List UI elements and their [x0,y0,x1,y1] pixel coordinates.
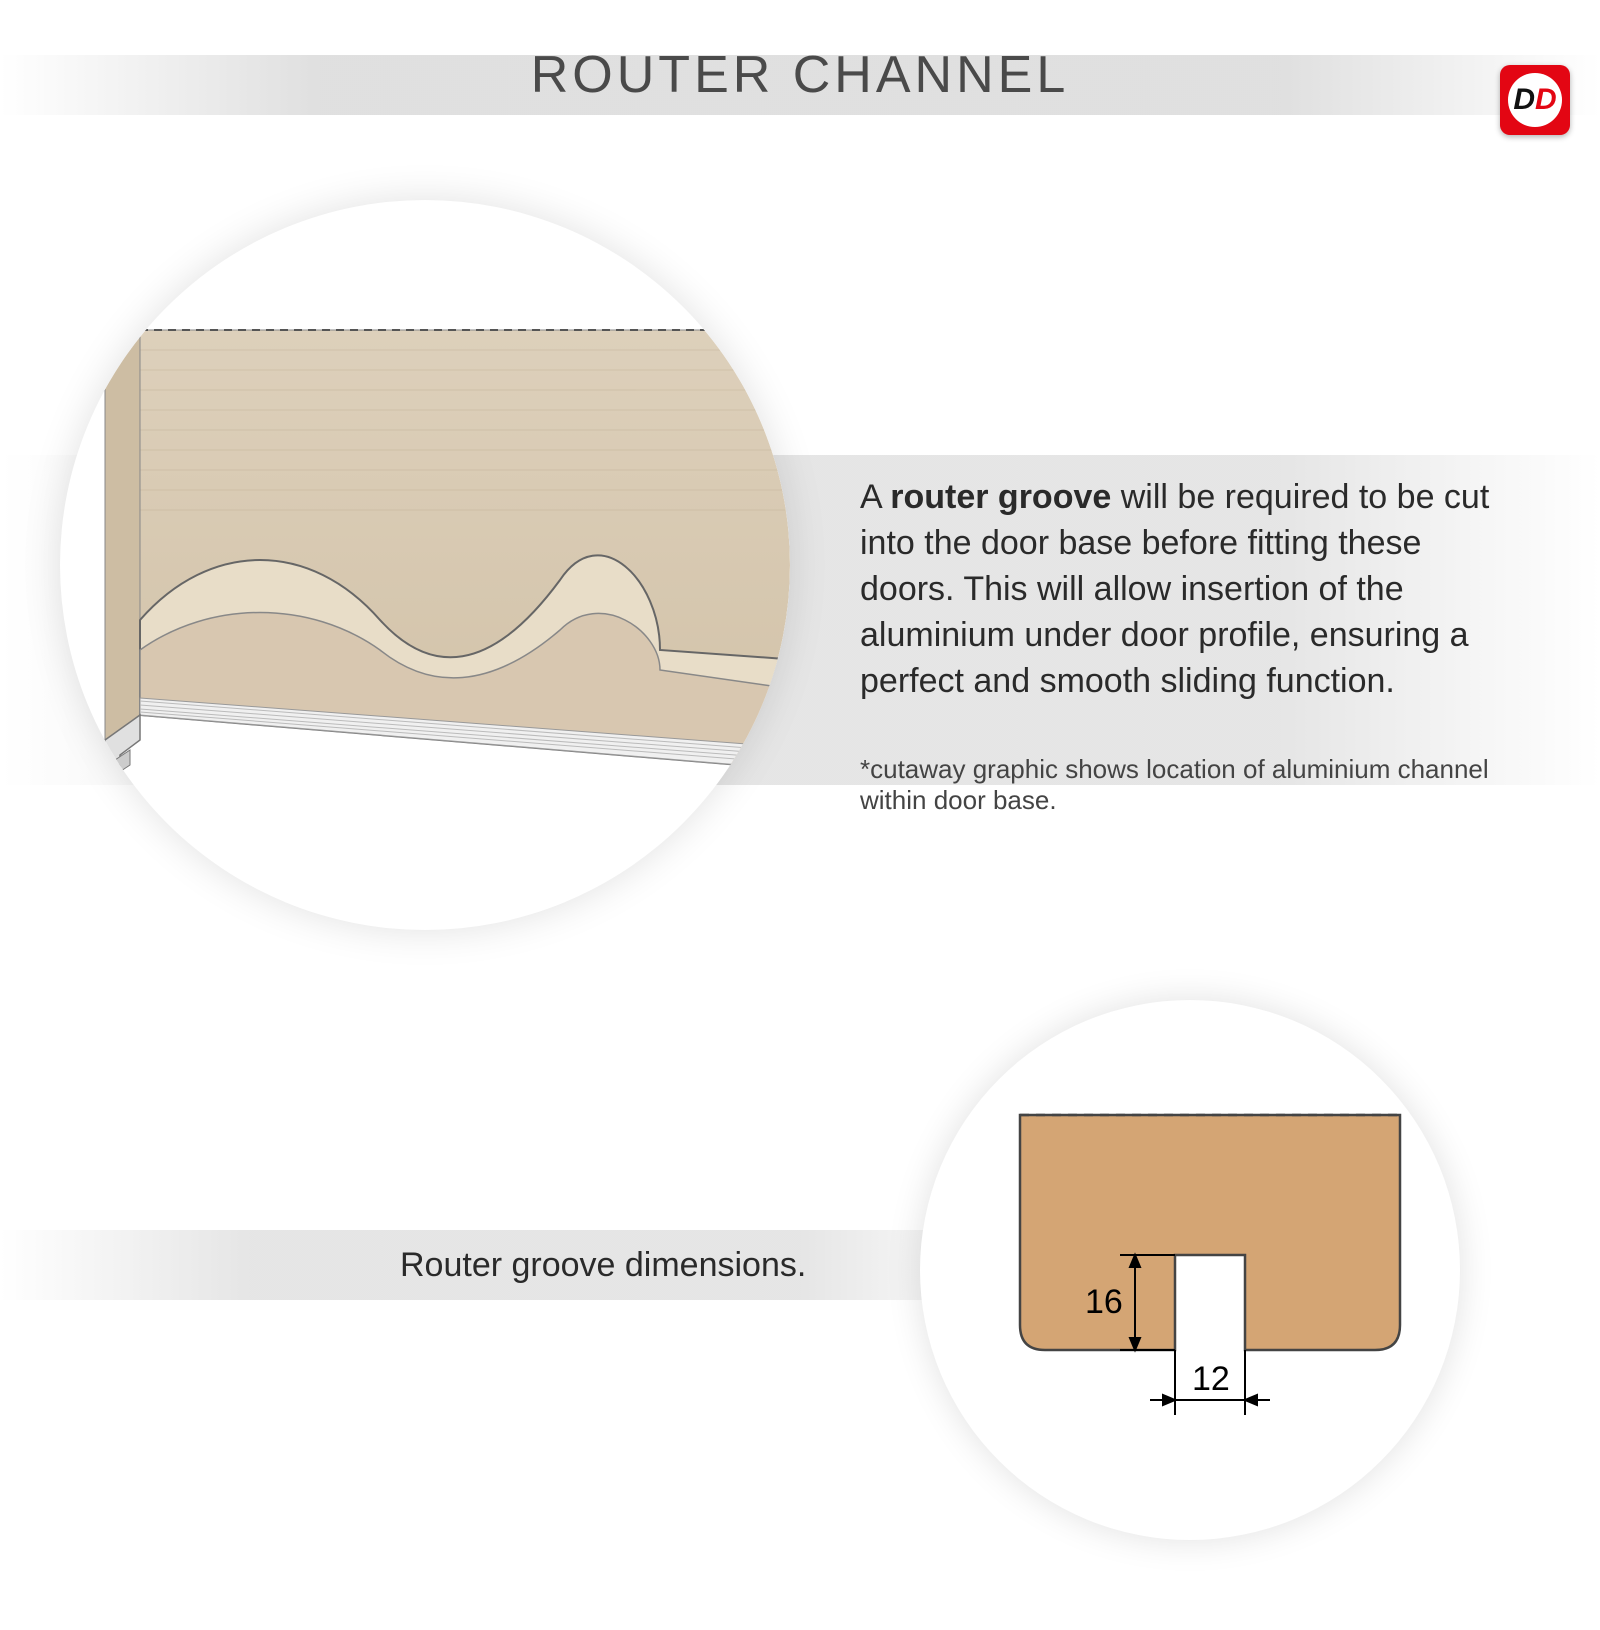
logo-inner: DD [1508,73,1562,127]
cutaway-illustration [60,200,790,930]
desc-prefix: A [860,478,890,516]
logo-d1: D [1513,83,1535,117]
cutaway-circle [60,200,790,930]
desc-bold: router groove [890,478,1111,516]
caption-text: *cutaway graphic shows location of alumi… [860,754,1510,816]
title-bar: ROUTER CHANNEL [0,30,1600,120]
dim-height: 16 [1085,1283,1123,1321]
page-title: ROUTER CHANNEL [531,45,1070,105]
description-text: A router groove will be required to be c… [860,475,1510,704]
text-bar-2: Router groove dimensions. [0,1230,1000,1300]
dim-width: 12 [1192,1360,1230,1398]
description-block: A router groove will be required to be c… [860,475,1510,816]
profile-diagram: 16 12 [920,1000,1460,1540]
section-dimensions: Router groove dimensions. 16 [0,990,1600,1550]
logo-d2: D [1535,83,1557,117]
dimensions-label: Router groove dimensions. [400,1246,806,1285]
brand-logo: DD [1500,65,1570,135]
dimensions-circle: 16 12 [920,1000,1460,1540]
section-cutaway: A router groove will be required to be c… [0,200,1600,900]
